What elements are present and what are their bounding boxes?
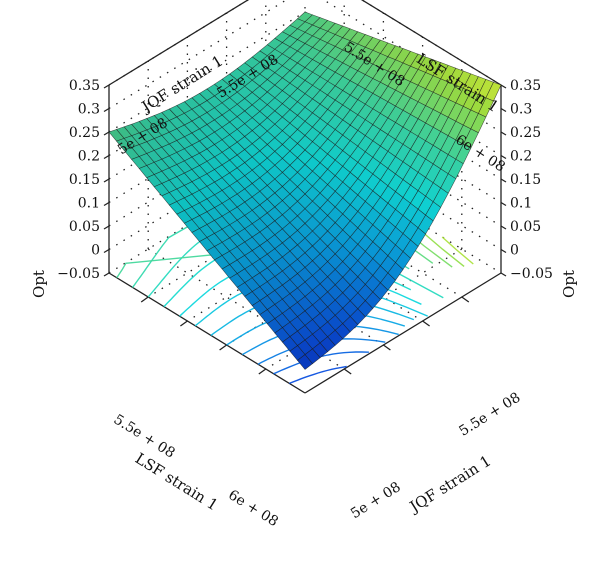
- box-edge-bottom-right: [304, 272, 502, 394]
- box-edge-bottom-left: [108, 272, 306, 394]
- front-tick-lsf-3: [180, 320, 188, 327]
- z-axis-left: −0.05 0 0.05 0.1 0.15 0.2 0.25 0.3 0.35 Opt: [30, 78, 110, 298]
- z-tick-label-right-8: 0.35: [510, 78, 541, 94]
- lsf-tick-bottom-2: 6e + 08: [225, 487, 281, 530]
- z-tick-label-left-6: 0.25: [69, 125, 100, 141]
- z-tick-mark-left-7: [103, 107, 110, 113]
- z-tick-label-left-2: 0.05: [69, 219, 100, 235]
- z-tick-mark-right-7: [500, 107, 507, 113]
- z-tick-label-right-1: 0: [510, 243, 519, 259]
- box-edge-top-left: [108, 0, 250, 86]
- z-tick-mark-right-2: [500, 225, 507, 230]
- z-tick-label-right-0: −0.05: [510, 266, 553, 282]
- front-tick-jqf-4: [461, 296, 470, 303]
- contour-line-18: [441, 236, 474, 265]
- z-axis-label-left: Opt: [30, 270, 48, 298]
- jqf-tick-bottom-1: 5e + 08: [348, 479, 404, 522]
- z-tick-mark-left-5: [103, 154, 110, 160]
- z-tick-mark-right-3: [500, 201, 507, 207]
- z-tick-mark-right-0: [500, 272, 507, 277]
- z-ticks-right: −0.05 0 0.05 0.1 0.15 0.2 0.25 0.3 0.35: [500, 78, 553, 282]
- z-tick-label-left-7: 0.3: [78, 102, 100, 118]
- front-tick-lsf-1: [258, 368, 267, 375]
- z-ticks-left: −0.05 0 0.05 0.1 0.15 0.2 0.25 0.3 0.35: [57, 78, 110, 282]
- front-tick-jqf-1: [343, 368, 352, 375]
- z-tick-mark-left-4: [103, 178, 110, 183]
- z-tick-label-right-7: 0.3: [510, 102, 532, 118]
- z-tick-label-left-3: 0.1: [78, 196, 100, 212]
- lsf-axis-label-bottom: LSF strain 1: [132, 449, 221, 514]
- z-tick-mark-right-8: [500, 84, 507, 89]
- z-tick-label-right-2: 0.05: [510, 219, 541, 235]
- z-tick-label-left-0: −0.05: [57, 266, 100, 282]
- front-tick-lsf-2: [219, 344, 227, 351]
- z-tick-mark-left-3: [103, 201, 110, 207]
- z-tick-label-right-4: 0.15: [510, 172, 541, 188]
- z-tick-mark-left-2: [103, 225, 110, 230]
- jqf-tick-bottom-2: 5.5e + 08: [456, 390, 523, 440]
- z-tick-label-left-8: 0.35: [69, 78, 100, 94]
- front-tick-jqf-2: [383, 344, 391, 351]
- z-tick-label-right-6: 0.25: [510, 125, 541, 141]
- z-tick-label-left-5: 0.2: [78, 149, 100, 165]
- jqf-axis-label-bottom: JQF strain 1: [405, 452, 494, 517]
- z-tick-label-left-4: 0.15: [69, 172, 100, 188]
- z-tick-mark-left-0: [103, 272, 110, 277]
- z-axis-label-right: Opt: [560, 270, 578, 298]
- jqf-axis-bottom: 5e + 08 JQF strain 1 5.5e + 08: [348, 390, 523, 523]
- z-tick-mark-right-5: [500, 154, 507, 160]
- z-tick-mark-right-4: [500, 178, 507, 183]
- z-tick-mark-left-6: [103, 131, 110, 136]
- z-tick-mark-left-8: [103, 84, 110, 89]
- z-axis-right: −0.05 0 0.05 0.1 0.15 0.2 0.25 0.3 0.35 Opt: [500, 78, 578, 298]
- z-tick-mark-left-1: [103, 248, 110, 254]
- z-tick-label-left-1: 0: [91, 243, 100, 259]
- z-tick-mark-right-1: [500, 248, 507, 254]
- z-tick-label-right-5: 0.2: [510, 149, 532, 165]
- surface-cell-0-0: [297, 354, 313, 370]
- contour-line-3: [289, 365, 347, 385]
- front-tick-jqf-3: [422, 320, 430, 327]
- lsf-axis-bottom: 5.5e + 08 LSF strain 1 6e + 08: [111, 412, 281, 531]
- z-tick-mark-right-6: [500, 131, 507, 136]
- box-edge-top-right: [360, 0, 502, 86]
- front-tick-lsf-4: [140, 296, 149, 303]
- surface-mesh: [108, 11, 502, 370]
- z-tick-label-right-3: 0.1: [510, 196, 532, 212]
